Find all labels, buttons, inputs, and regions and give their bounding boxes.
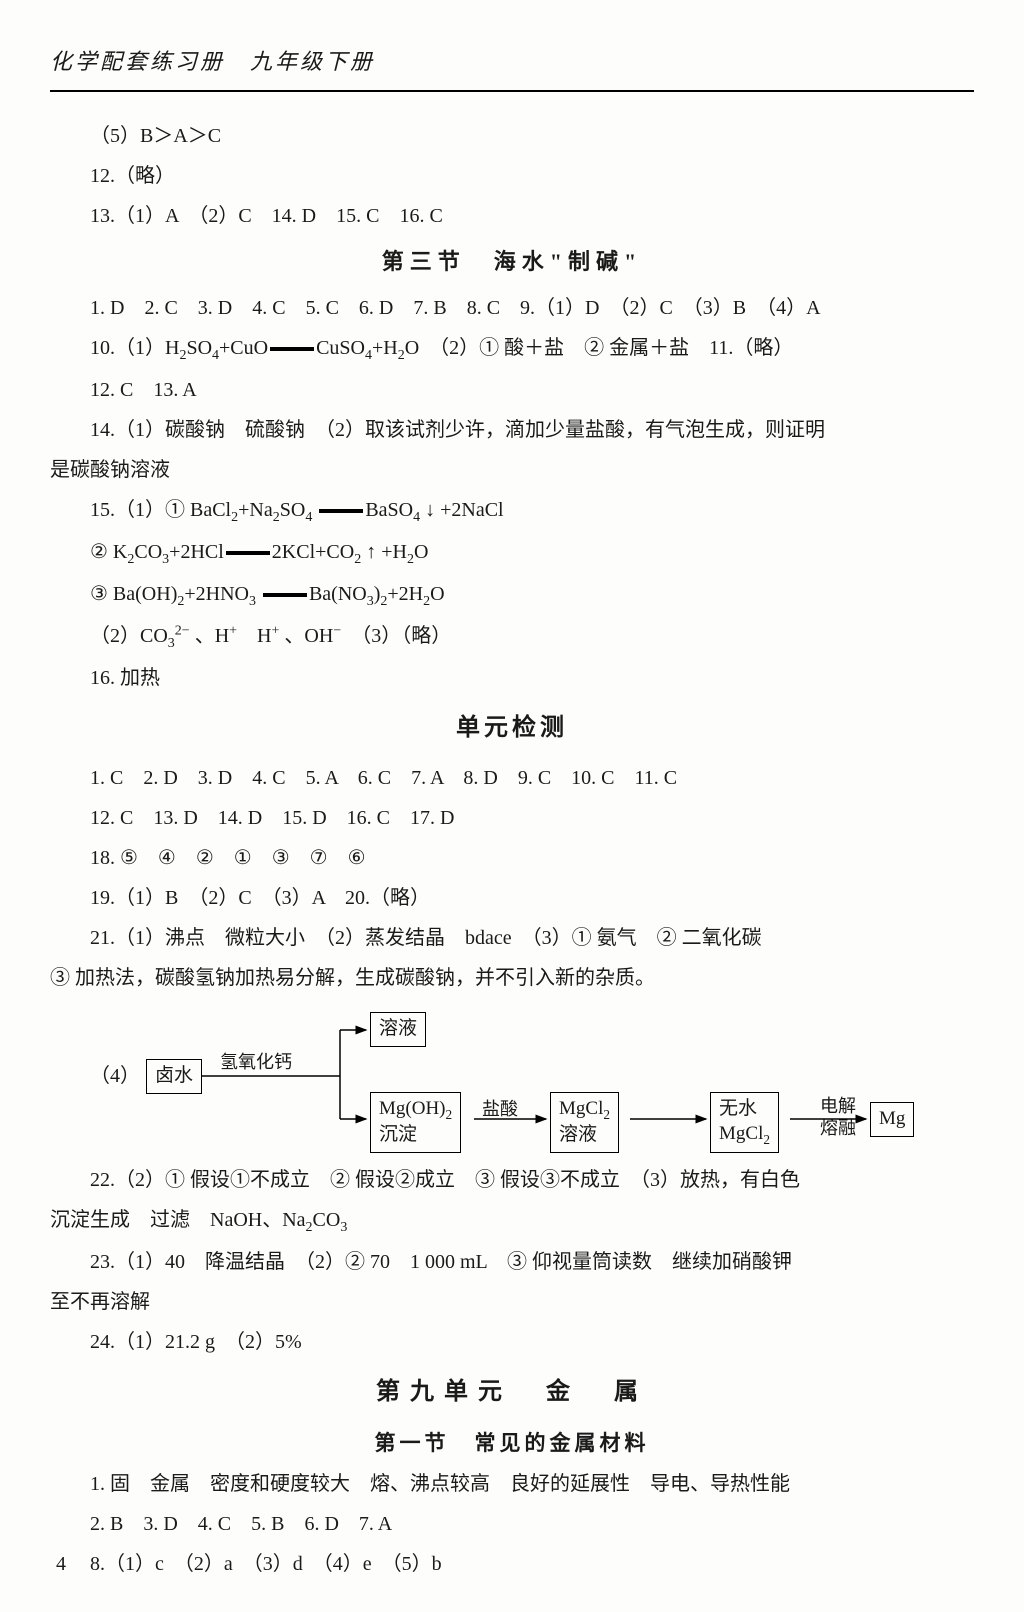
t: CO	[313, 1209, 341, 1231]
book-header: 化学配套练习册 九年级下册	[50, 40, 974, 92]
line-chem: ② K2CO3+2HCl2KCl+CO2 ↑ +H2O	[50, 532, 974, 574]
line: 23.（1）40 降温结晶 （2）② 70 1 000 mL ③ 仰视量筒读数 …	[50, 1242, 974, 1282]
line: 24.（1）21.2 g （2）5%	[50, 1322, 974, 1362]
unit-test-title: 单元检测	[50, 704, 974, 752]
t: H	[237, 625, 271, 647]
t: O	[414, 541, 428, 563]
t: Ba(NO	[309, 583, 367, 605]
line: 至不再溶解	[50, 1282, 974, 1322]
t: 15.（1）① BaCl	[90, 499, 231, 521]
line: 19.（1）B （2）C （3）A 20.（略）	[50, 878, 974, 918]
t: ② K	[90, 541, 127, 563]
line: ③ 加热法，碳酸氢钠加热易分解，生成碳酸钠，并不引入新的杂质。	[50, 958, 974, 998]
line-chem: 10.（1）H2SO4+CuOCuSO4+H2O （2）① 酸＋盐 ② 金属＋盐…	[50, 328, 974, 370]
t: +Na	[238, 499, 273, 521]
t: ↓ +2NaCl	[420, 499, 504, 521]
line: 2. B 3. D 4. C 5. B 6. D 7. A	[50, 1504, 974, 1544]
t: +2H	[387, 583, 423, 605]
section-title: 第三节 海水"制碱"	[50, 240, 974, 284]
flow-diagram: （4） 卤水 氢氧化钙 溶液 Mg(OH)2 沉淀 盐酸 MgCl2 溶液 无水…	[50, 1004, 974, 1154]
line-chem: 沉淀生成 过滤 NaOH、Na2CO3	[50, 1200, 974, 1242]
sub: 2	[179, 348, 186, 363]
line: 21.（1）沸点 微粒大小 （2）蒸发结晶 bdace （3）① 氨气 ② 二氧…	[50, 918, 974, 958]
t: 沉淀生成 过滤 NaOH、Na	[50, 1209, 306, 1231]
page-number: 4	[56, 1544, 66, 1584]
line: 12.（略）	[50, 156, 974, 196]
line: 1. C 2. D 3. D 4. C 5. A 6. C 7. A 8. D …	[50, 758, 974, 798]
reaction-line	[226, 551, 270, 555]
t: O	[430, 583, 444, 605]
t: SO	[280, 499, 306, 521]
line: 1. 固 金属 密度和硬度较大 熔、沸点较高 良好的延展性 导电、导热性能	[50, 1464, 974, 1504]
t: 、H	[190, 625, 229, 647]
line: 12. C 13. D 14. D 15. D 16. C 17. D	[50, 798, 974, 838]
t: ↑ +H	[361, 541, 407, 563]
reaction-line	[263, 593, 307, 597]
t: 2KCl+CO	[272, 541, 354, 563]
line-chem: （2）CO32− 、H+ H+ 、OH− （3）（略）	[50, 616, 974, 658]
t: +H	[372, 337, 398, 359]
line: 是碳酸钠溶液	[50, 450, 974, 490]
line: 22.（2）① 假设①不成立 ② 假设②成立 ③ 假设③不成立 （3）放热，有白…	[50, 1160, 974, 1200]
t: 10.（1）H	[90, 337, 179, 359]
line-chem: ③ Ba(OH)2+2HNO3 Ba(NO3)2+2H2O	[50, 574, 974, 616]
section-title: 第一节 常见的金属材料	[50, 1422, 974, 1464]
t: CO	[134, 541, 162, 563]
line: 1. D 2. C 3. D 4. C 5. C 6. D 7. B 8. C …	[50, 288, 974, 328]
line-chem: 15.（1）① BaCl2+Na2SO4 BaSO4 ↓ +2NaCl	[50, 490, 974, 532]
line: （5）B＞A＞C	[50, 116, 974, 156]
t: ③ Ba(OH)	[90, 583, 177, 605]
t: O （2）① 酸＋盐 ② 金属＋盐 11.（略）	[405, 337, 794, 359]
diagram-arrows	[50, 1004, 974, 1154]
t: CuSO	[316, 337, 365, 359]
sub: 4	[212, 348, 219, 363]
t: （2）CO	[90, 625, 168, 647]
sub: 4	[365, 348, 372, 363]
line: 18. ⑤ ④ ② ① ③ ⑦ ⑥	[50, 838, 974, 878]
line: 16. 加热	[50, 658, 974, 698]
line: 12. C 13. A	[50, 370, 974, 410]
t: +CuO	[219, 337, 268, 359]
t: +2HNO	[184, 583, 249, 605]
reaction-line	[319, 509, 363, 513]
t: 、OH	[279, 625, 333, 647]
line: 8.（1）c （2）a （3）d （4）e （5）b	[50, 1544, 974, 1584]
t: BaSO	[365, 499, 413, 521]
t: （3）（略）	[341, 625, 451, 647]
t: +2HCl	[169, 541, 224, 563]
line: 13.（1）A （2）C 14. D 15. C 16. C	[50, 196, 974, 236]
reaction-line	[270, 347, 314, 351]
line: 14.（1）碳酸钠 硫酸钠 （2）取该试剂少许，滴加少量盐酸，有气泡生成，则证明	[50, 410, 974, 450]
unit-title: 第九单元 金 属	[50, 1368, 974, 1416]
sub: 2	[398, 348, 405, 363]
